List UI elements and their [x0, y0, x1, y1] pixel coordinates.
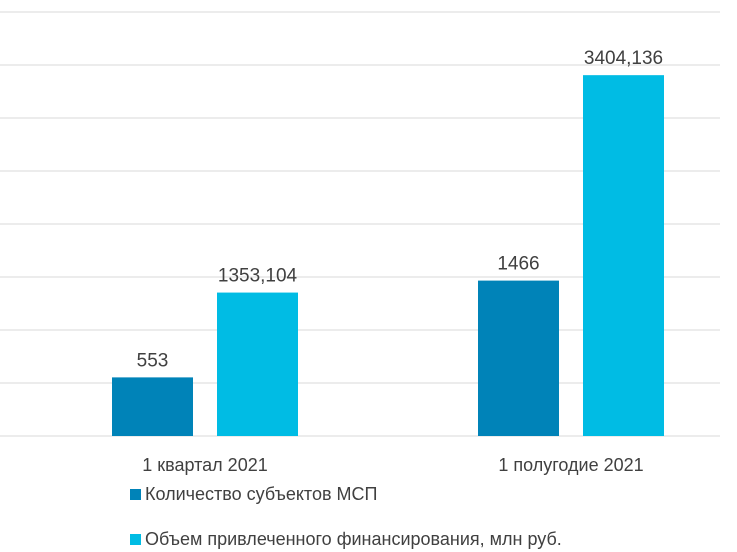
- legend-label: Количество субъектов МСП: [145, 484, 377, 504]
- bar: [478, 280, 559, 436]
- bar: [112, 377, 193, 436]
- legend-swatch: [130, 534, 141, 545]
- x-tick-label: 1 квартал 2021: [142, 455, 267, 475]
- value-label: 553: [137, 350, 169, 371]
- x-tick-label: 1 полугодие 2021: [498, 455, 643, 475]
- bar: [583, 75, 664, 436]
- value-label: 1353,104: [218, 266, 298, 287]
- value-label: 3404,136: [584, 48, 663, 69]
- bar: [217, 292, 298, 436]
- legend-label: Объем привлеченного финансирования, млн …: [145, 529, 562, 549]
- value-label: 1466: [497, 254, 539, 275]
- legend-swatch: [130, 489, 141, 500]
